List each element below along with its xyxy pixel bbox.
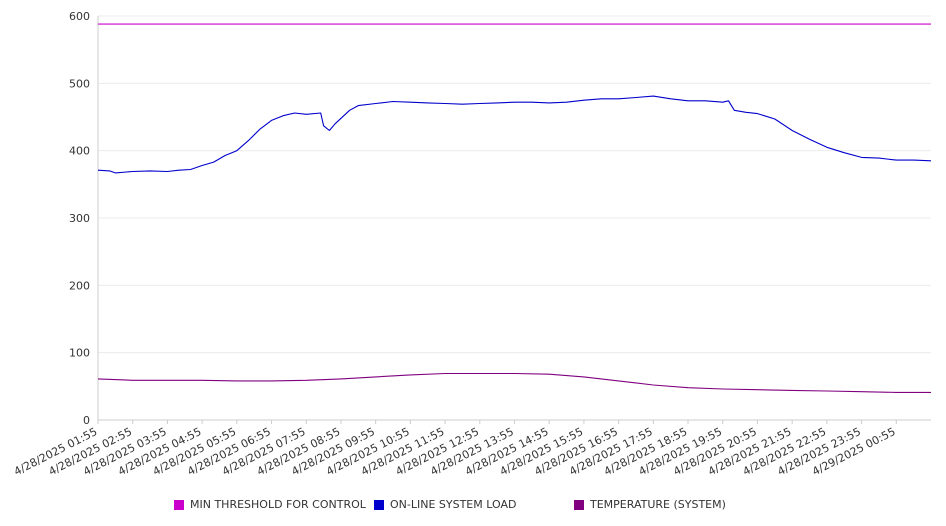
y-tick-label: 300 [69, 212, 90, 225]
legend-item-temperature[interactable]: TEMPERATURE (SYSTEM) [574, 498, 726, 511]
legend-swatch-min-threshold [174, 499, 184, 510]
y-tick-label: 500 [69, 77, 90, 90]
y-tick-label: 600 [69, 10, 90, 23]
y-tick-label: 400 [69, 145, 90, 158]
legend-item-min-threshold[interactable]: MIN THRESHOLD FOR CONTROL [174, 498, 366, 511]
series-line-system-load [97, 95, 932, 174]
legend-label-system-load: ON-LINE SYSTEM LOAD [390, 498, 517, 511]
gridlines [98, 15, 931, 354]
series-line-temperature [97, 372, 931, 393]
series-lines [97, 23, 932, 393]
legend-item-system-load[interactable]: ON-LINE SYSTEM LOAD [374, 498, 516, 511]
y-tick-label: 200 [69, 279, 90, 292]
y-tick-label: 0 [83, 414, 90, 427]
legend-label-min-threshold: MIN THRESHOLD FOR CONTROL [190, 498, 366, 511]
y-tick-label: 100 [69, 347, 90, 360]
legend-swatch-temperature [574, 499, 584, 510]
legend: MIN THRESHOLD FOR CONTROL ON-LINE SYSTEM… [174, 498, 946, 514]
legend-label-temperature: TEMPERATURE (SYSTEM) [590, 498, 726, 511]
y-axis-ticks: 0 100 200 300 400 500 600 [69, 10, 90, 427]
x-axis-ticks: 4/28/2025 01:554/28/2025 02:554/28/2025 … [12, 420, 898, 478]
legend-swatch-system-load [374, 499, 384, 510]
